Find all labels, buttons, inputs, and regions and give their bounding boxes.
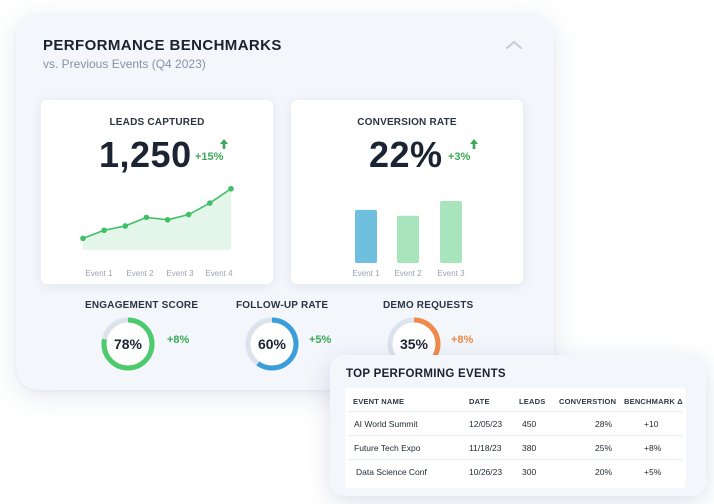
x-tick-label: Event 3 [166, 269, 194, 278]
row-divider [349, 459, 682, 460]
leads-captured-card[interactable]: LEADS CAPTURED 1,250 +15% Event 1 Event 2… [41, 100, 273, 284]
cell-event-name: Future Tech Expo [354, 443, 421, 453]
panel-subtitle: vs. Previous Events (Q4 2023) [43, 57, 206, 71]
cell-benchmark: +8% [644, 443, 662, 453]
gauge-ring [101, 317, 155, 371]
table-title: TOP PERFORMING EVENTS [346, 368, 506, 380]
cell-benchmark: +5% [644, 467, 662, 477]
cell-conversion: 25% [595, 443, 613, 453]
column-header-leads[interactable]: LEADS [519, 397, 546, 406]
gauge-value: 60% [257, 336, 287, 352]
leads-data-point[interactable] [164, 216, 171, 223]
cell-benchmark: +10 [644, 419, 659, 429]
cell-leads: 380 [522, 443, 537, 453]
gauge-title: FOLLOW-UP RATE [236, 300, 329, 311]
x-tick-label: Event 1 [85, 269, 113, 278]
leads-data-point[interactable] [207, 200, 213, 206]
top-events-card: TOP PERFORMING EVENTS EVENT NAME DATE LE… [330, 355, 706, 496]
gauge-progress-arc [245, 317, 299, 371]
conversion-delta: +3% [448, 151, 471, 163]
cell-leads: 450 [522, 419, 537, 429]
conversion-bar-chart: Event 1 Event 2 Event 3 [352, 200, 465, 278]
conversion-bar[interactable] [355, 209, 377, 263]
leads-card-title: LEADS CAPTURED [109, 117, 205, 128]
conversion-bar[interactable] [440, 200, 462, 263]
chevron-up-icon [506, 41, 522, 49]
cell-conversion: 28% [595, 419, 613, 429]
cell-event-name: Data Science Conf [356, 467, 427, 477]
row-divider [349, 411, 682, 412]
leads-data-point[interactable] [185, 211, 192, 218]
gauge-value: 35% [399, 336, 429, 352]
conversion-card-title: CONVERSION RATE [357, 117, 457, 128]
gauge-delta: +8% [451, 334, 474, 346]
arrow-up-icon [470, 139, 478, 149]
gauge-value: 78% [113, 336, 143, 352]
leads-data-point[interactable] [143, 214, 150, 221]
events-table: EVENT NAME DATE LEADS CONVERSTION BENCHM… [345, 388, 686, 488]
gauge-title: DEMO REQUESTS [383, 300, 474, 311]
column-header-conversion[interactable]: CONVERSTION [559, 397, 617, 406]
row-divider [349, 435, 682, 436]
gauge-progress-arc [101, 317, 155, 371]
arrow-up-icon [220, 139, 228, 149]
leads-data-point[interactable] [122, 223, 129, 229]
panel-title: PERFORMANCE BENCHMARKS [43, 37, 282, 54]
leads-data-point[interactable] [228, 185, 234, 192]
gauge-progress-arc [387, 317, 441, 371]
cell-event-name: AI World Summit [354, 419, 418, 429]
cell-date: 10/26/23 [469, 467, 503, 477]
leads-delta: +15% [195, 151, 224, 163]
leads-data-point[interactable] [80, 235, 86, 242]
collapse-button[interactable] [503, 36, 525, 54]
leads-data-point[interactable] [101, 227, 107, 234]
conversion-value: 22% [369, 134, 443, 175]
performance-panel: PERFORMANCE BENCHMARKS vs. Previous Even… [16, 14, 554, 390]
x-tick-label: Event 2 [394, 269, 422, 278]
gauge-delta: +5% [309, 334, 332, 346]
gauge-title: ENGAGEMENT SCORE [85, 300, 199, 311]
cell-leads: 300 [522, 467, 537, 477]
cell-conversion: 20% [595, 467, 613, 477]
cell-date: 11/18/23 [469, 443, 502, 453]
column-header-benchmark[interactable]: BENCHMARK Δ [624, 397, 683, 406]
gauge-delta: +8% [167, 334, 190, 346]
leads-line-chart: Event 1 Event 2 Event 3 Event 4 [80, 185, 234, 278]
leads-series-line [82, 188, 232, 240]
x-tick-label: Event 1 [352, 269, 380, 278]
column-header-event-name[interactable]: EVENT NAME [353, 397, 405, 406]
cell-date: 12/05/23 [469, 419, 503, 429]
column-header-date[interactable]: DATE [469, 397, 490, 406]
conversion-bar[interactable] [397, 215, 419, 263]
leads-area-fill [83, 188, 231, 250]
x-tick-label: Event 3 [437, 269, 465, 278]
leads-value: 1,250 [99, 134, 192, 175]
gauge-ring [245, 317, 299, 371]
conversion-rate-card[interactable]: CONVERSION RATE 22% +3% Event 1 Event 2 Ev… [291, 100, 523, 284]
x-tick-label: Event 4 [205, 269, 233, 278]
x-tick-label: Event 2 [126, 269, 154, 278]
